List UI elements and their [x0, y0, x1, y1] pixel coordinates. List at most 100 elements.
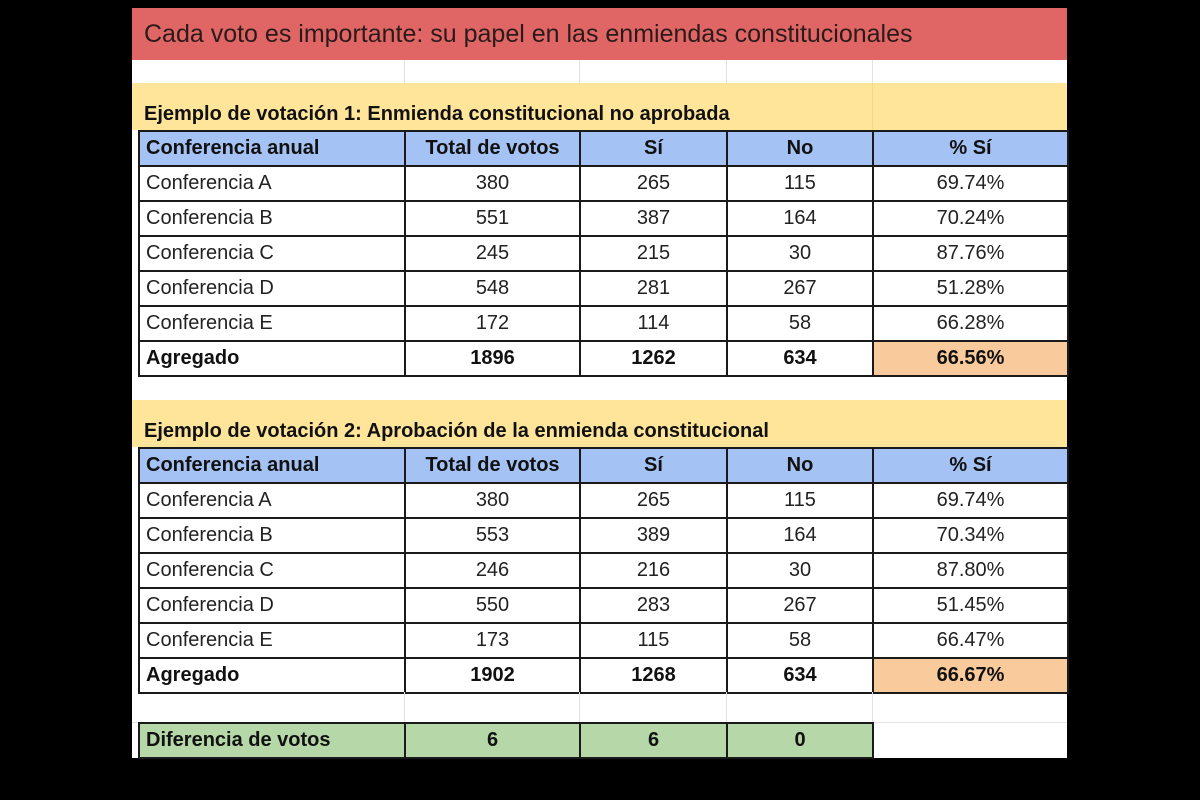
cell-name: Agregado [138, 657, 406, 694]
col-header-yes: Sí [579, 447, 728, 484]
cell-name: Conferencia C [138, 235, 406, 272]
cell-pct-highlight: 66.56% [872, 340, 1069, 377]
cell-name: Conferencia E [138, 622, 406, 659]
table-row: Conferencia B 553 389 164 70.34% [138, 517, 1069, 554]
cell-pct: 69.74% [872, 482, 1069, 519]
cell-name: Conferencia E [138, 305, 406, 342]
cell-no: 30 [726, 552, 874, 589]
cell-name: Conferencia B [138, 200, 406, 237]
col-header-no: No [726, 130, 874, 167]
cell-pct: 87.76% [872, 235, 1069, 272]
difference-total: 6 [404, 722, 581, 759]
cell-pct: 69.74% [872, 165, 1069, 202]
cell-pct: 66.28% [872, 305, 1069, 342]
aggregate-row: Agregado 1902 1268 634 66.67% [138, 657, 1069, 694]
header-row: Conferencia anual Total de votos Sí No %… [138, 130, 1069, 167]
difference-row: Diferencia de votos 6 6 0 [138, 722, 874, 759]
cell-total: 245 [404, 235, 581, 272]
cell-no: 164 [726, 200, 874, 237]
table-row: Conferencia B 551 387 164 70.24% [138, 200, 1069, 237]
cell-pct: 51.45% [872, 587, 1069, 624]
gridline [579, 60, 580, 83]
table-row: Conferencia C 246 216 30 87.80% [138, 552, 1069, 589]
table-row: Conferencia E 173 115 58 66.47% [138, 622, 1069, 659]
difference-no: 0 [726, 722, 874, 759]
gridline [404, 60, 405, 83]
cell-no: 267 [726, 587, 874, 624]
cell-total: 550 [404, 587, 581, 624]
cell-yes: 283 [579, 587, 728, 624]
cell-pct: 70.34% [872, 517, 1069, 554]
cell-total: 548 [404, 270, 581, 307]
cell-pct: 66.47% [872, 622, 1069, 659]
table-row: Conferencia E 172 114 58 66.28% [138, 305, 1069, 342]
section-2-title: Ejemplo de votación 2: Aprobación de la … [144, 420, 769, 442]
col-header-conference: Conferencia anual [138, 130, 406, 167]
col-header-pct-yes: % Sí [872, 130, 1069, 167]
gridline [872, 692, 873, 722]
col-header-no: No [726, 447, 874, 484]
difference-label: Diferencia de votos [138, 722, 406, 759]
cell-no: 58 [726, 622, 874, 659]
difference-table: Diferencia de votos 6 6 0 [138, 722, 874, 759]
cell-yes: 281 [579, 270, 728, 307]
cell-total: 173 [404, 622, 581, 659]
cell-total: 380 [404, 482, 581, 519]
col-header-yes: Sí [579, 130, 728, 167]
cell-no: 267 [726, 270, 874, 307]
page-title: Cada voto es importante: su papel en las… [144, 20, 913, 48]
cell-total: 1896 [404, 340, 581, 377]
cell-pct: 87.80% [872, 552, 1069, 589]
col-header-conference: Conferencia anual [138, 447, 406, 484]
cell-total: 172 [404, 305, 581, 342]
gridline [579, 692, 580, 722]
cell-no: 115 [726, 482, 874, 519]
cell-yes: 1262 [579, 340, 728, 377]
col-header-total: Total de votos [404, 447, 581, 484]
cell-no: 634 [726, 657, 874, 694]
gridline [726, 692, 727, 722]
section-1-title: Ejemplo de votación 1: Enmienda constitu… [144, 103, 730, 125]
cell-yes: 114 [579, 305, 728, 342]
cell-yes: 216 [579, 552, 728, 589]
cell-name: Conferencia C [138, 552, 406, 589]
gridline [872, 60, 873, 83]
cell-yes: 215 [579, 235, 728, 272]
cell-name: Agregado [138, 340, 406, 377]
cell-name: Conferencia A [138, 165, 406, 202]
gridline [726, 60, 727, 83]
difference-yes: 6 [579, 722, 728, 759]
cell-name: Conferencia D [138, 270, 406, 307]
table-row: Conferencia D 548 281 267 51.28% [138, 270, 1069, 307]
cell-yes: 389 [579, 517, 728, 554]
cell-name: Conferencia A [138, 482, 406, 519]
cell-total: 551 [404, 200, 581, 237]
cell-no: 634 [726, 340, 874, 377]
cell-total: 246 [404, 552, 581, 589]
col-header-total: Total de votos [404, 130, 581, 167]
cell-name: Conferencia B [138, 517, 406, 554]
cell-yes: 1268 [579, 657, 728, 694]
cell-pct: 51.28% [872, 270, 1069, 307]
table-row: Conferencia C 245 215 30 87.76% [138, 235, 1069, 272]
cell-pct-highlight: 66.67% [872, 657, 1069, 694]
header-row: Conferencia anual Total de votos Sí No %… [138, 447, 1069, 484]
cell-yes: 265 [579, 482, 728, 519]
cell-total: 380 [404, 165, 581, 202]
table-row: Conferencia D 550 283 267 51.45% [138, 587, 1069, 624]
cell-no: 30 [726, 235, 874, 272]
aggregate-row: Agregado 1896 1262 634 66.56% [138, 340, 1069, 377]
title-banner: Cada voto es importante: su papel en las… [132, 8, 1067, 60]
table-row: Conferencia A 380 265 115 69.74% [138, 165, 1069, 202]
cell-yes: 265 [579, 165, 728, 202]
table-example-1: Conferencia anual Total de votos Sí No %… [138, 130, 1069, 377]
gridline [404, 692, 405, 722]
section-1-header: Ejemplo de votación 1: Enmienda constitu… [132, 83, 1067, 130]
cell-total: 1902 [404, 657, 581, 694]
col-header-pct-yes: % Sí [872, 447, 1069, 484]
cell-no: 164 [726, 517, 874, 554]
spreadsheet: Cada voto es importante: su papel en las… [132, 8, 1069, 759]
cell-no: 58 [726, 305, 874, 342]
cell-yes: 387 [579, 200, 728, 237]
cell-no: 115 [726, 165, 874, 202]
